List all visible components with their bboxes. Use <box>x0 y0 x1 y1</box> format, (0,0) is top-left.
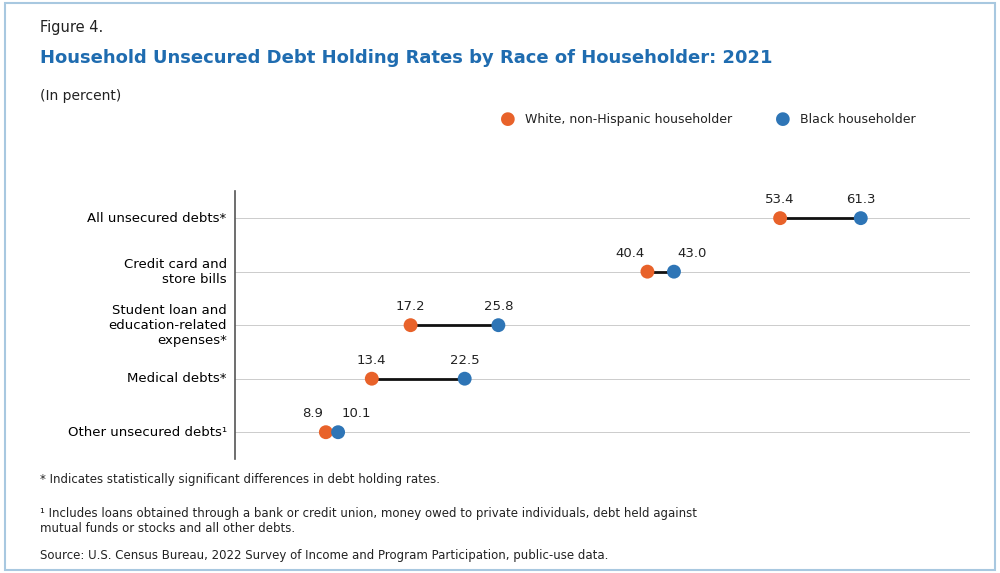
Point <box>330 427 346 437</box>
Text: * Indicates statistically significant differences in debt holding rates.: * Indicates statistically significant di… <box>40 473 440 486</box>
Text: White, non-Hispanic householder: White, non-Hispanic householder <box>525 113 732 125</box>
Text: (In percent): (In percent) <box>40 89 121 103</box>
Text: Household Unsecured Debt Holding Rates by Race of Householder: 2021: Household Unsecured Debt Holding Rates b… <box>40 49 772 66</box>
Text: 10.1: 10.1 <box>341 407 371 421</box>
Text: Source: U.S. Census Bureau, 2022 Survey of Income and Program Participation, pub: Source: U.S. Census Bureau, 2022 Survey … <box>40 549 608 562</box>
Text: 8.9: 8.9 <box>302 407 323 421</box>
Point <box>772 214 788 223</box>
Text: 22.5: 22.5 <box>450 354 480 367</box>
Point <box>490 321 506 330</box>
Point <box>318 427 334 437</box>
Point <box>639 267 655 276</box>
Text: Figure 4.: Figure 4. <box>40 20 103 35</box>
Point <box>403 321 419 330</box>
Text: 53.4: 53.4 <box>765 193 795 206</box>
Text: ●: ● <box>775 110 791 128</box>
Text: 43.0: 43.0 <box>677 247 706 260</box>
Text: 40.4: 40.4 <box>615 247 644 260</box>
Text: 61.3: 61.3 <box>846 193 876 206</box>
Text: 13.4: 13.4 <box>357 354 387 367</box>
Point <box>666 267 682 276</box>
Point <box>853 214 869 223</box>
Point <box>364 374 380 383</box>
Point <box>457 374 473 383</box>
Text: Black householder: Black householder <box>800 113 916 125</box>
Text: ¹ Includes loans obtained through a bank or credit union, money owed to private : ¹ Includes loans obtained through a bank… <box>40 507 697 535</box>
Text: ●: ● <box>500 110 516 128</box>
Text: 17.2: 17.2 <box>396 300 425 313</box>
Text: 25.8: 25.8 <box>484 300 513 313</box>
